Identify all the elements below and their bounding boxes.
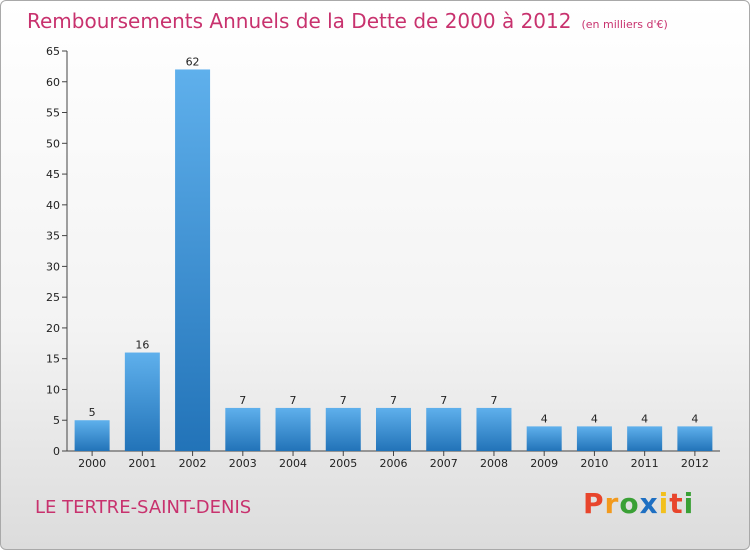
y-tick-label: 65 bbox=[46, 45, 60, 58]
bar bbox=[426, 407, 462, 451]
bar-value-label: 5 bbox=[89, 406, 96, 419]
x-tick-label: 2007 bbox=[430, 457, 458, 470]
logo-letter: i bbox=[658, 487, 670, 520]
x-tick-label: 2006 bbox=[380, 457, 408, 470]
bar bbox=[576, 426, 612, 451]
bar bbox=[526, 426, 562, 451]
bar bbox=[225, 407, 261, 451]
y-tick-label: 0 bbox=[53, 445, 60, 458]
logo-letter: r bbox=[604, 487, 620, 520]
bar-value-label: 7 bbox=[490, 394, 497, 407]
logo-letter: i bbox=[683, 487, 695, 520]
bar-value-label: 7 bbox=[390, 394, 397, 407]
y-tick-label: 30 bbox=[46, 260, 60, 273]
bar bbox=[74, 420, 110, 451]
bar bbox=[275, 407, 311, 451]
y-tick-label: 50 bbox=[46, 137, 60, 150]
logo-letter: t bbox=[669, 487, 684, 520]
bar bbox=[175, 69, 211, 451]
x-tick-label: 2011 bbox=[631, 457, 659, 470]
commune-name: LE TERTRE-SAINT-DENIS bbox=[35, 497, 252, 518]
x-tick-label: 2004 bbox=[279, 457, 307, 470]
y-tick-label: 55 bbox=[46, 107, 60, 120]
bar bbox=[677, 426, 713, 451]
x-tick-label: 2002 bbox=[179, 457, 207, 470]
bar-value-label: 62 bbox=[186, 55, 200, 68]
chart-title-text: Remboursements Annuels de la Dette de 20… bbox=[27, 9, 572, 33]
proxiti-logo: Proxiti bbox=[583, 487, 694, 520]
y-tick-label: 40 bbox=[46, 199, 60, 212]
bar-value-label: 4 bbox=[541, 412, 548, 425]
bar bbox=[376, 407, 411, 451]
bar-value-label: 4 bbox=[641, 412, 648, 425]
x-tick-label: 2001 bbox=[128, 457, 156, 470]
y-tick-label: 15 bbox=[46, 353, 60, 366]
bar bbox=[627, 426, 663, 451]
x-tick-label: 2012 bbox=[681, 457, 709, 470]
y-tick-label: 5 bbox=[53, 414, 60, 427]
x-tick-label: 2010 bbox=[580, 457, 608, 470]
x-tick-label: 2008 bbox=[480, 457, 508, 470]
bar-value-label: 7 bbox=[340, 394, 347, 407]
bar-value-label: 4 bbox=[591, 412, 598, 425]
chart-bars: 5 16 62 7 7 7 7 7 7 4 4 4 4 bbox=[74, 55, 713, 451]
chart-title: Remboursements Annuels de la Dette de 20… bbox=[27, 9, 668, 33]
logo-letter: P bbox=[583, 487, 605, 520]
y-tick-label: 35 bbox=[46, 230, 60, 243]
chart-unit-note: (en milliers d'€) bbox=[581, 18, 668, 31]
logo-letter: x bbox=[639, 487, 659, 520]
x-tick-label: 2000 bbox=[78, 457, 106, 470]
bar-value-label: 7 bbox=[290, 394, 297, 407]
logo-letter: o bbox=[619, 487, 640, 520]
y-tick-label: 10 bbox=[46, 383, 60, 396]
bar-value-label: 16 bbox=[135, 339, 149, 352]
bar-value-label: 7 bbox=[239, 394, 246, 407]
y-tick-label: 25 bbox=[46, 291, 60, 304]
x-tick-label: 2003 bbox=[229, 457, 257, 470]
bar-value-label: 4 bbox=[691, 412, 698, 425]
y-tick-label: 20 bbox=[46, 322, 60, 335]
x-tick-label: 2009 bbox=[530, 457, 558, 470]
bar bbox=[476, 407, 512, 451]
bar bbox=[325, 407, 361, 451]
y-tick-label: 45 bbox=[46, 168, 60, 181]
x-tick-label: 2005 bbox=[329, 457, 357, 470]
bar-value-label: 7 bbox=[440, 394, 447, 407]
y-tick-label: 60 bbox=[46, 76, 60, 89]
bar bbox=[124, 352, 160, 451]
